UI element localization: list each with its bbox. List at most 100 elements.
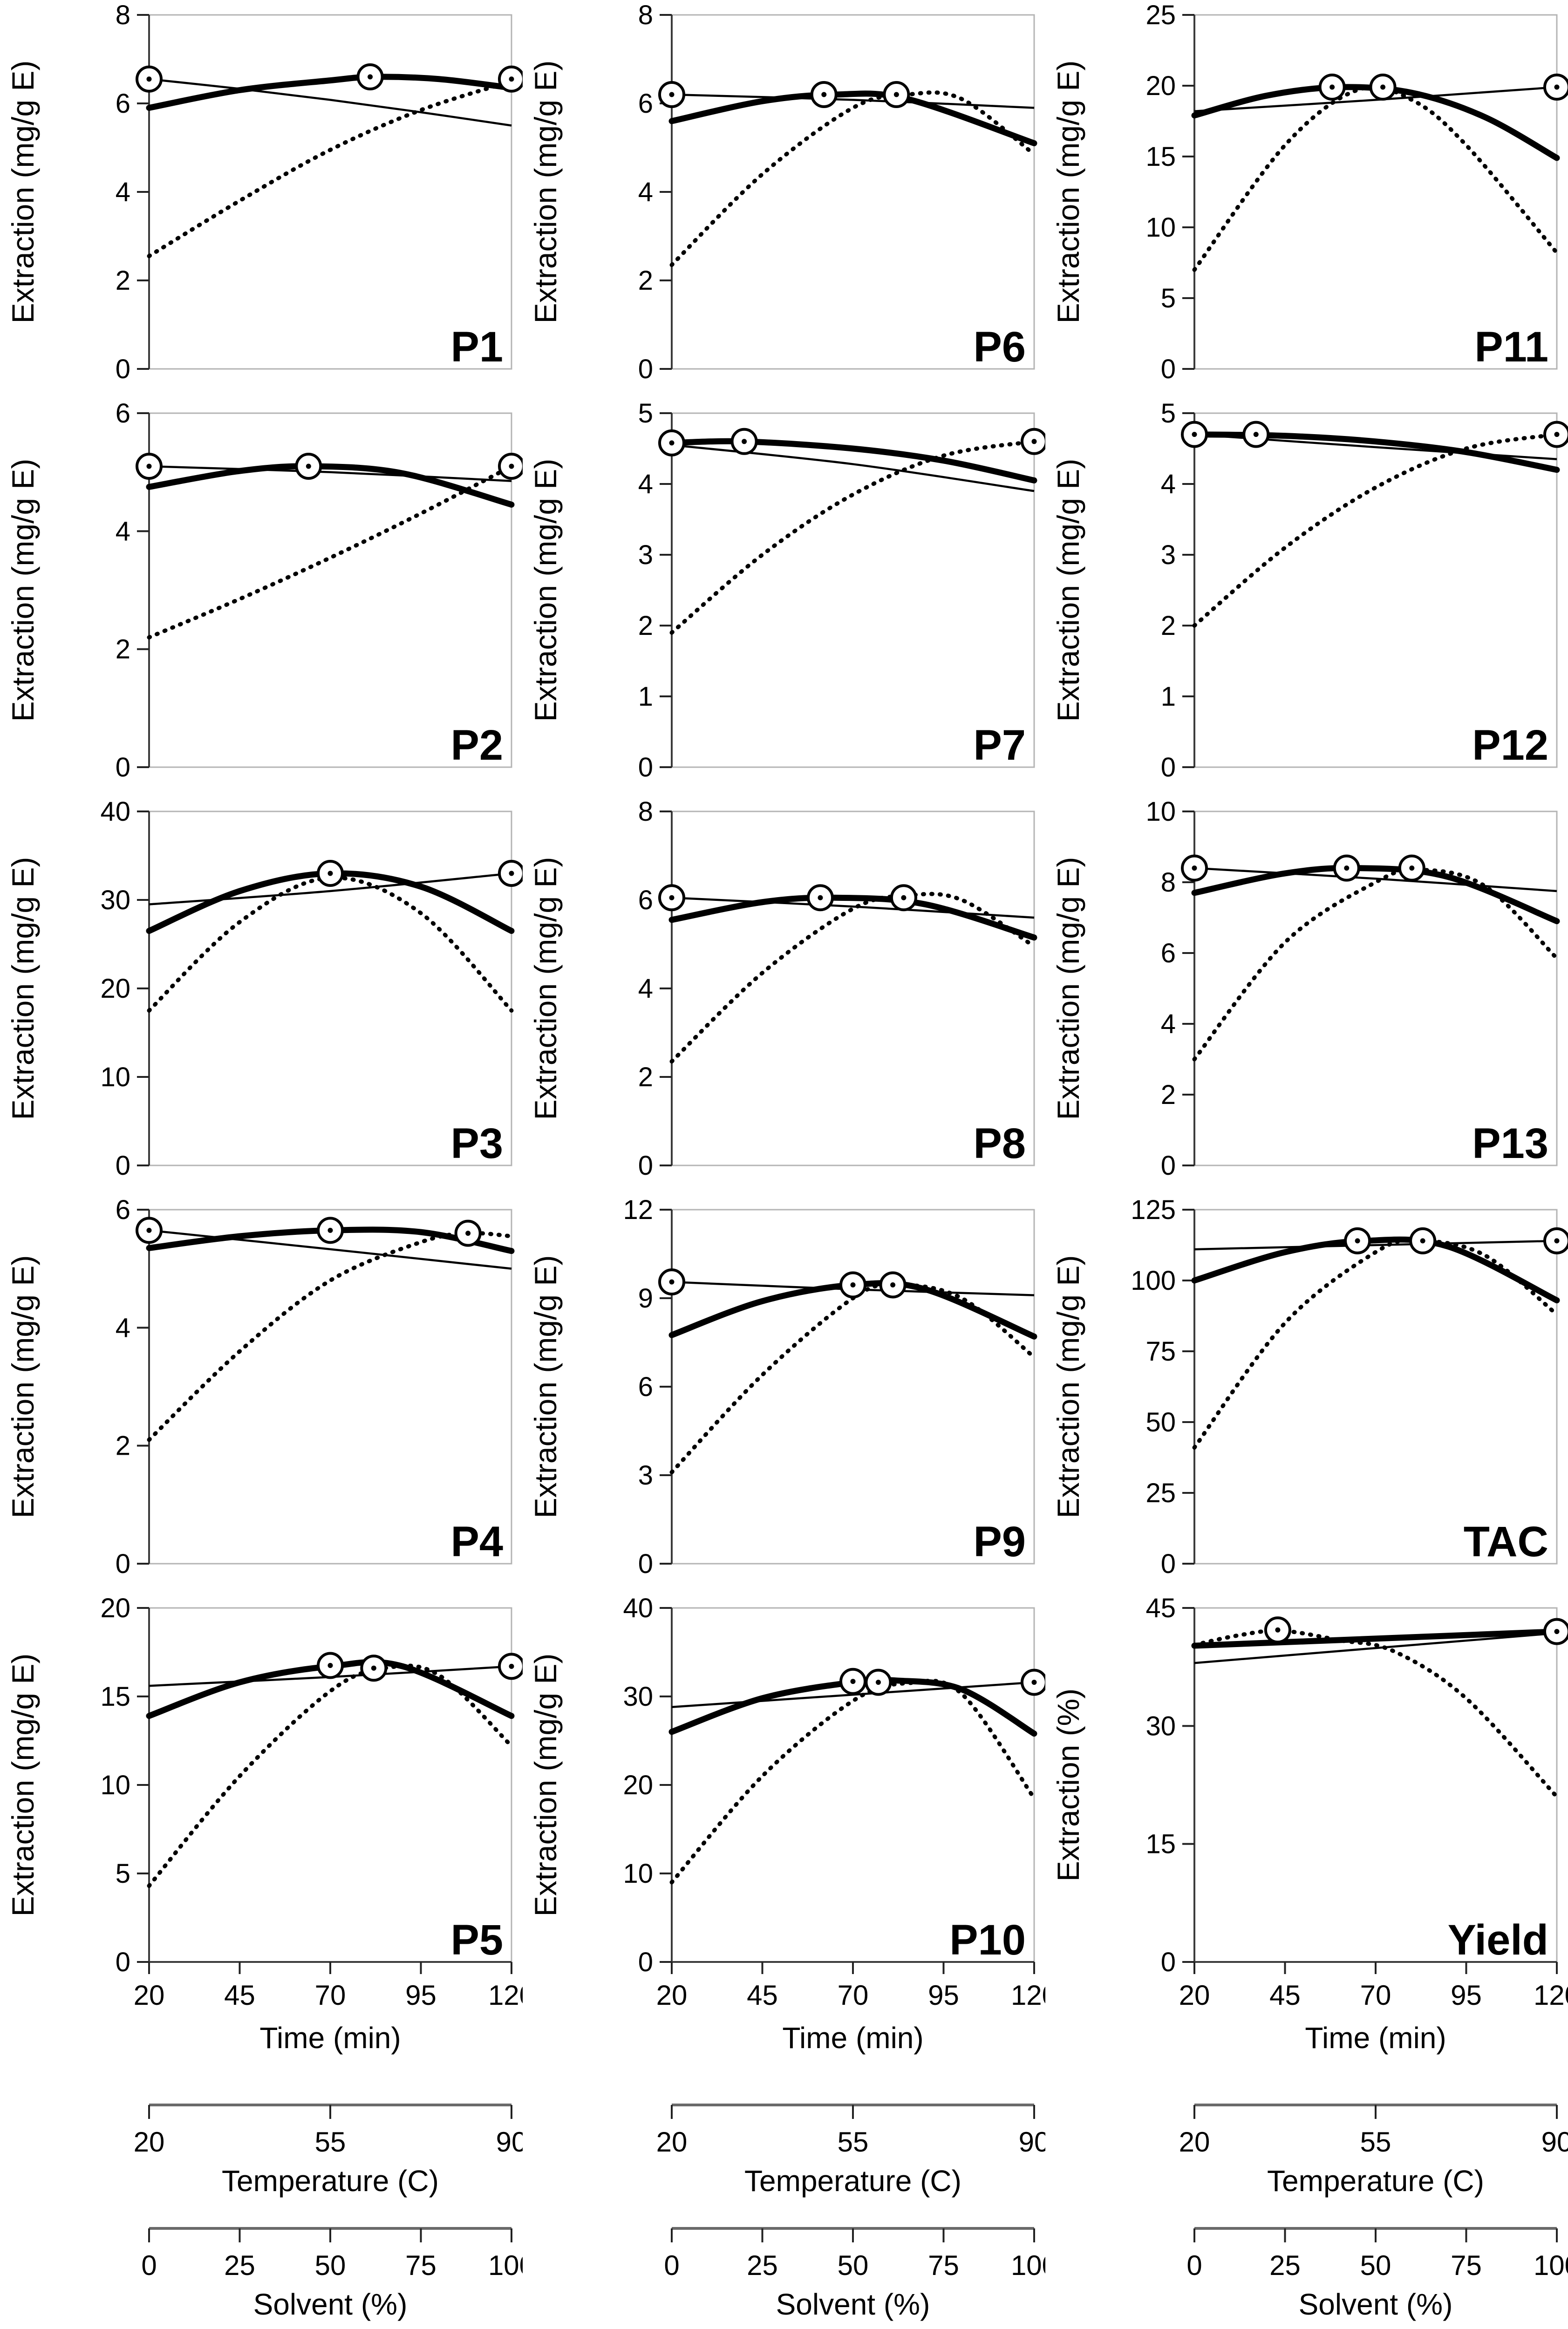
y-axis-title: Extraction (mg/g E) — [6, 1255, 40, 1519]
y-tick-label: 3 — [1161, 540, 1176, 570]
optimum-marker — [883, 81, 910, 108]
optimum-marker — [1369, 74, 1397, 101]
y-tick-label: 0 — [116, 1549, 130, 1579]
y-tick-label: 10 — [1145, 212, 1176, 243]
temperature-curve — [149, 872, 512, 906]
solvent-curve — [147, 464, 514, 640]
optimum-marker — [1021, 1668, 1045, 1696]
panel-P6: 0 2 4 6 8 Extraction (mg/g E) P6 — [528, 2, 1037, 384]
y-tick-label: 40 — [623, 1595, 653, 1623]
axis-tick-label: 20 — [134, 2126, 165, 2158]
panel-tag: Yield — [1448, 1916, 1548, 1964]
optimum-marker — [1264, 1616, 1291, 1644]
y-tick-label: 20 — [100, 974, 130, 1004]
y-tick-label: 6 — [116, 89, 130, 119]
optimum-marker — [839, 1271, 866, 1299]
solvent-curve — [669, 892, 1036, 1064]
solvent-curve — [147, 875, 514, 1013]
y-tick-label: 30 — [623, 1682, 653, 1712]
optimum-marker — [498, 65, 523, 93]
time-curve — [146, 74, 515, 111]
panel-tag: P9 — [973, 1518, 1026, 1566]
y-tick-label: 125 — [1131, 1197, 1176, 1225]
solvent-curve — [669, 90, 1036, 267]
optimum-marker — [295, 453, 322, 480]
y-tick-label: 5 — [1161, 283, 1176, 313]
panel-cell-P11: 0 5 10 15 20 25 Extraction (mg/g E) P11 — [1045, 2, 1568, 400]
axis-tick-label: 0 — [141, 2250, 157, 2281]
y-axis-title: Extraction (mg/g E) — [6, 1654, 40, 1917]
y-tick-label: 0 — [116, 354, 130, 384]
y-tick-label: 4 — [1161, 469, 1176, 499]
axis-tick-label: 55 — [1360, 2126, 1391, 2158]
optimum-marker — [136, 65, 163, 93]
temperature-curve — [1194, 86, 1557, 112]
y-axis-title: Extraction (mg/g E) — [528, 1654, 563, 1917]
y-axis-title: Extraction (mg/g E) — [528, 61, 563, 324]
optimum-marker — [454, 1219, 482, 1247]
x-tick-label: 45 — [224, 1980, 255, 2011]
y-tick-label: 0 — [638, 752, 653, 783]
optimum-marker — [1181, 854, 1208, 882]
x-tick-label: 70 — [838, 1980, 869, 2011]
temperature-curve — [671, 444, 1035, 492]
axis-title: Temperature (C) — [1267, 2164, 1484, 2198]
optimum-marker — [879, 1271, 907, 1299]
y-tick-label: 0 — [116, 1947, 130, 1977]
optimum-marker — [806, 884, 834, 912]
optimum-marker — [865, 1668, 892, 1696]
y-tick-label: 4 — [116, 1313, 130, 1343]
y-tick-label: 0 — [638, 1151, 653, 1181]
y-axis-title: Extraction (mg/g E) — [1051, 857, 1085, 1120]
y-tick-label: 15 — [100, 1682, 130, 1712]
optimum-marker — [1242, 421, 1270, 448]
optimum-marker — [498, 453, 523, 480]
y-tick-label: 8 — [116, 2, 130, 30]
optimum-marker — [1318, 74, 1346, 101]
y-axis-title: Extraction (mg/g E) — [1051, 459, 1085, 722]
y-tick-label: 0 — [1161, 1549, 1176, 1579]
y-tick-label: 9 — [638, 1283, 653, 1314]
x-tick-label: 20 — [134, 1980, 165, 2011]
panel-P11: 0 5 10 15 20 25 Extraction (mg/g E) P11 — [1051, 2, 1568, 384]
y-tick-label: 5 — [116, 1859, 130, 1889]
optimum-marker — [1181, 421, 1208, 448]
y-tick-label: 2 — [116, 1431, 130, 1461]
panel-tag: P12 — [1472, 722, 1548, 769]
axis-title: Solvent (%) — [1299, 2288, 1453, 2321]
y-axis-title: Extraction (mg/g E) — [528, 1255, 563, 1519]
panel-TAC: 0 25 50 75 100 125 Extraction (mg/g E) TAC — [1051, 1197, 1568, 1579]
axis-tick-label: 20 — [656, 2126, 688, 2158]
plot-frame — [671, 810, 1035, 1166]
x-tick-label: 120 — [1534, 1980, 1568, 2011]
optimum-marker — [317, 860, 344, 887]
panel-P13: 0 2 4 6 8 10 Extraction (mg/g E) P13 — [1051, 798, 1560, 1181]
panel-tag: P7 — [973, 722, 1026, 769]
panel-P4: 0 2 4 6 Extraction (mg/g E) P4 — [6, 1197, 515, 1579]
optimum-marker — [360, 1655, 388, 1682]
x-tick-label: 20 — [656, 1980, 688, 2011]
y-axis-title: Extraction (mg/g E) — [528, 459, 563, 722]
y-tick-label: 40 — [100, 798, 130, 827]
axis-tick-label: 100 — [488, 2250, 523, 2281]
panel-tag: TAC — [1464, 1518, 1548, 1566]
y-tick-label: 10 — [100, 1062, 130, 1092]
axis-tick-label: 50 — [1360, 2250, 1391, 2281]
y-tick-label: 50 — [1145, 1407, 1176, 1437]
panel-cell-P9: 0 3 6 9 12 Extraction (mg/g E) P9 — [523, 1197, 1045, 1595]
panel-tag: P5 — [450, 1916, 503, 1964]
y-tick-label: 2 — [638, 611, 653, 641]
y-tick-label: 1 — [638, 681, 653, 712]
optimum-marker — [1409, 1227, 1437, 1254]
panel-P2: 0 2 4 6 Extraction (mg/g E) P2 — [6, 400, 523, 783]
y-tick-label: 25 — [1145, 2, 1176, 30]
axis-tick-label: 90 — [496, 2126, 523, 2158]
time-curve — [668, 894, 1037, 941]
x-tick-label: 70 — [315, 1980, 346, 2011]
optimum-marker — [317, 1652, 344, 1679]
x-tick-label: 45 — [747, 1980, 778, 2011]
plot-frame — [1193, 412, 1558, 768]
y-tick-label: 6 — [638, 1372, 653, 1402]
panel-cell-TAC: 0 25 50 75 100 125 Extraction (mg/g E) TAC — [1045, 1197, 1568, 1595]
